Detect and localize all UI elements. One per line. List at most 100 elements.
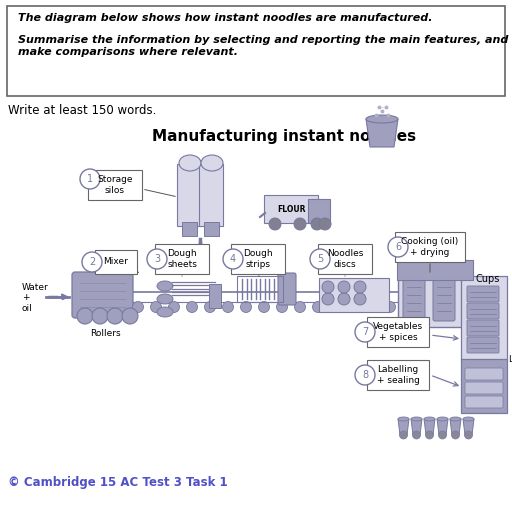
FancyBboxPatch shape <box>95 250 137 274</box>
Circle shape <box>438 431 446 439</box>
Circle shape <box>186 302 198 312</box>
Text: Storage
silos: Storage silos <box>97 175 133 195</box>
FancyBboxPatch shape <box>209 284 221 308</box>
Circle shape <box>420 302 432 312</box>
Ellipse shape <box>463 417 474 421</box>
Circle shape <box>338 293 350 305</box>
Text: Cups: Cups <box>476 274 500 284</box>
Ellipse shape <box>366 115 398 123</box>
Text: 2: 2 <box>89 257 95 267</box>
Circle shape <box>355 322 375 342</box>
FancyBboxPatch shape <box>465 382 503 394</box>
Ellipse shape <box>398 417 409 421</box>
Text: FLOUR: FLOUR <box>277 204 305 213</box>
Text: Labelling
+ sealing: Labelling + sealing <box>376 366 419 385</box>
Text: Labels: Labels <box>508 354 512 364</box>
FancyBboxPatch shape <box>367 317 429 347</box>
Text: Dough
strips: Dough strips <box>243 249 273 269</box>
FancyBboxPatch shape <box>403 279 425 321</box>
Circle shape <box>354 281 366 293</box>
FancyBboxPatch shape <box>461 276 507 360</box>
FancyBboxPatch shape <box>182 222 197 236</box>
Ellipse shape <box>450 417 461 421</box>
Text: Cooking (oil)
+ drying: Cooking (oil) + drying <box>401 237 459 257</box>
Polygon shape <box>366 119 398 147</box>
FancyBboxPatch shape <box>461 359 507 413</box>
FancyBboxPatch shape <box>397 260 473 280</box>
Circle shape <box>432 291 448 307</box>
Text: 8: 8 <box>362 370 368 380</box>
Ellipse shape <box>437 417 448 421</box>
Text: Rollers: Rollers <box>90 329 120 338</box>
Circle shape <box>107 308 123 324</box>
Circle shape <box>294 218 306 230</box>
Text: Write at least 150 words.: Write at least 150 words. <box>8 104 156 117</box>
Circle shape <box>147 249 167 269</box>
Circle shape <box>133 302 143 312</box>
FancyBboxPatch shape <box>72 272 133 318</box>
Ellipse shape <box>411 417 422 421</box>
Text: Vegetables
+ spices: Vegetables + spices <box>373 322 423 342</box>
Circle shape <box>367 302 377 312</box>
FancyBboxPatch shape <box>465 396 503 408</box>
Circle shape <box>223 249 243 269</box>
FancyBboxPatch shape <box>467 303 499 319</box>
Circle shape <box>276 302 288 312</box>
Circle shape <box>241 302 251 312</box>
Circle shape <box>151 302 161 312</box>
FancyBboxPatch shape <box>308 199 330 223</box>
Circle shape <box>312 302 324 312</box>
Circle shape <box>452 431 459 439</box>
Circle shape <box>425 431 434 439</box>
Polygon shape <box>463 419 474 435</box>
Circle shape <box>294 302 306 312</box>
Text: Noodles
discs: Noodles discs <box>327 249 363 269</box>
Circle shape <box>331 302 342 312</box>
FancyBboxPatch shape <box>199 164 223 226</box>
FancyBboxPatch shape <box>264 195 318 223</box>
Text: 7: 7 <box>362 327 368 337</box>
Text: Water
+
oil: Water + oil <box>22 283 49 313</box>
FancyBboxPatch shape <box>433 279 455 321</box>
Circle shape <box>349 302 359 312</box>
FancyBboxPatch shape <box>467 286 499 302</box>
Text: Manufacturing instant noodles: Manufacturing instant noodles <box>152 129 416 144</box>
FancyBboxPatch shape <box>278 273 296 305</box>
Text: 6: 6 <box>395 242 401 252</box>
Circle shape <box>354 293 366 305</box>
FancyBboxPatch shape <box>7 6 505 96</box>
Ellipse shape <box>424 417 435 421</box>
Ellipse shape <box>157 294 173 304</box>
FancyBboxPatch shape <box>465 368 503 380</box>
Circle shape <box>464 431 473 439</box>
Circle shape <box>82 252 102 272</box>
Circle shape <box>322 293 334 305</box>
Circle shape <box>322 281 334 293</box>
Polygon shape <box>411 419 422 435</box>
FancyBboxPatch shape <box>398 273 472 327</box>
FancyBboxPatch shape <box>88 170 142 200</box>
Circle shape <box>399 431 408 439</box>
Ellipse shape <box>157 307 173 317</box>
Text: Summarise the information by selecting and reporting the main features, and
make: Summarise the information by selecting a… <box>18 35 508 57</box>
Circle shape <box>355 365 375 385</box>
Circle shape <box>413 431 420 439</box>
Text: Dough
sheets: Dough sheets <box>167 249 197 269</box>
FancyBboxPatch shape <box>367 360 429 390</box>
Circle shape <box>223 302 233 312</box>
Text: Mixer: Mixer <box>103 258 129 267</box>
FancyBboxPatch shape <box>467 337 499 353</box>
Circle shape <box>80 169 100 189</box>
Circle shape <box>92 308 108 324</box>
Polygon shape <box>398 419 409 435</box>
Text: The diagram below shows how instant noodles are manufactured.: The diagram below shows how instant nood… <box>18 13 433 23</box>
FancyBboxPatch shape <box>155 244 209 274</box>
FancyBboxPatch shape <box>467 320 499 336</box>
Circle shape <box>122 308 138 324</box>
Polygon shape <box>450 419 461 435</box>
Ellipse shape <box>157 281 173 291</box>
Text: 5: 5 <box>317 254 323 264</box>
Circle shape <box>259 302 269 312</box>
Polygon shape <box>424 419 435 435</box>
Ellipse shape <box>201 155 223 171</box>
